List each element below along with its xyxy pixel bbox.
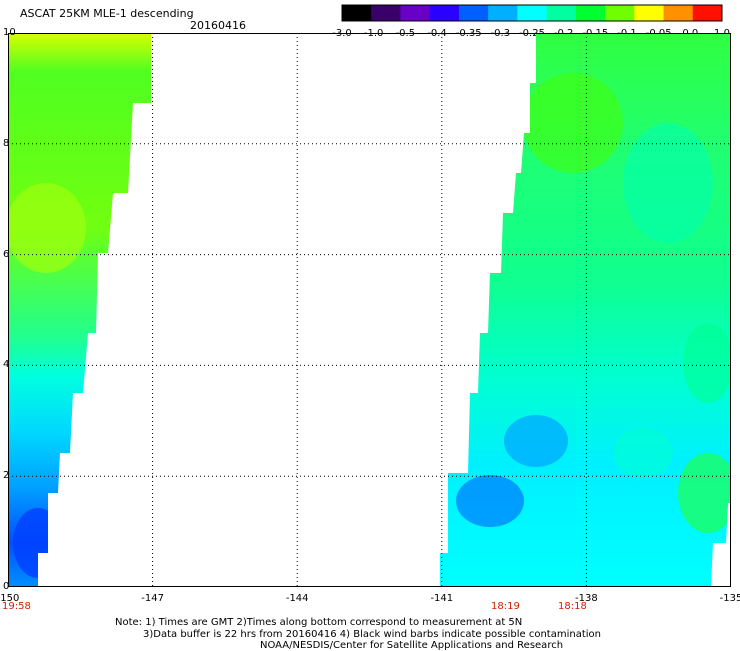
colorbar-frame	[341, 4, 723, 22]
colorbar-swatch	[634, 5, 665, 21]
x-tick-label: -150	[0, 593, 20, 604]
note-line-1: Note: 1) Times are GMT 2)Times along bot…	[115, 617, 523, 628]
y-tick-label: 8	[3, 137, 10, 149]
colorbar	[341, 4, 723, 22]
y-tick-label: 10	[3, 27, 16, 38]
y-tick-label: 2	[3, 470, 10, 482]
right-swath	[440, 33, 731, 587]
x-tick-label: -147	[141, 593, 164, 604]
left-swath	[8, 33, 151, 587]
pass-time-label: 19:58	[2, 601, 31, 612]
colorbar-swatch	[429, 5, 460, 21]
colorbar-swatch	[458, 5, 489, 21]
x-tick-label: -135	[719, 593, 740, 604]
map-date: 20160416	[190, 19, 246, 32]
pass-time-label: 18:18	[558, 601, 587, 612]
colorbar-swatch	[400, 5, 431, 21]
x-tick-label: -144	[285, 593, 309, 604]
colorbar-swatch	[371, 5, 401, 21]
y-tick-label: 6	[3, 248, 10, 260]
x-tick-label: -138	[575, 593, 598, 604]
note-line-2: 3)Data buffer is 22 hrs from 20160416 4)…	[143, 629, 601, 640]
colorbar-swatch	[546, 5, 577, 21]
colorbar-swatch	[488, 5, 518, 21]
colorbar-swatch	[605, 5, 635, 21]
colorbar-swatch	[342, 5, 372, 21]
map-gridlines	[8, 33, 731, 587]
colorbar-swatch	[517, 5, 548, 21]
note-line-3: NOAA/NESDIS/Center for Satellite Applica…	[260, 640, 564, 651]
colorbar-swatch	[692, 5, 723, 21]
pass-time-label: 18:19	[491, 601, 520, 612]
y-tick-label: 4	[3, 359, 10, 371]
colorbar-swatch	[575, 5, 606, 21]
map-title: ASCAT 25KM MLE-1 descending	[20, 7, 194, 20]
x-tick-label: -141	[430, 593, 454, 604]
map-plot	[8, 33, 731, 587]
y-tick-label: 0	[3, 581, 10, 592]
colorbar-swatch	[663, 5, 694, 21]
